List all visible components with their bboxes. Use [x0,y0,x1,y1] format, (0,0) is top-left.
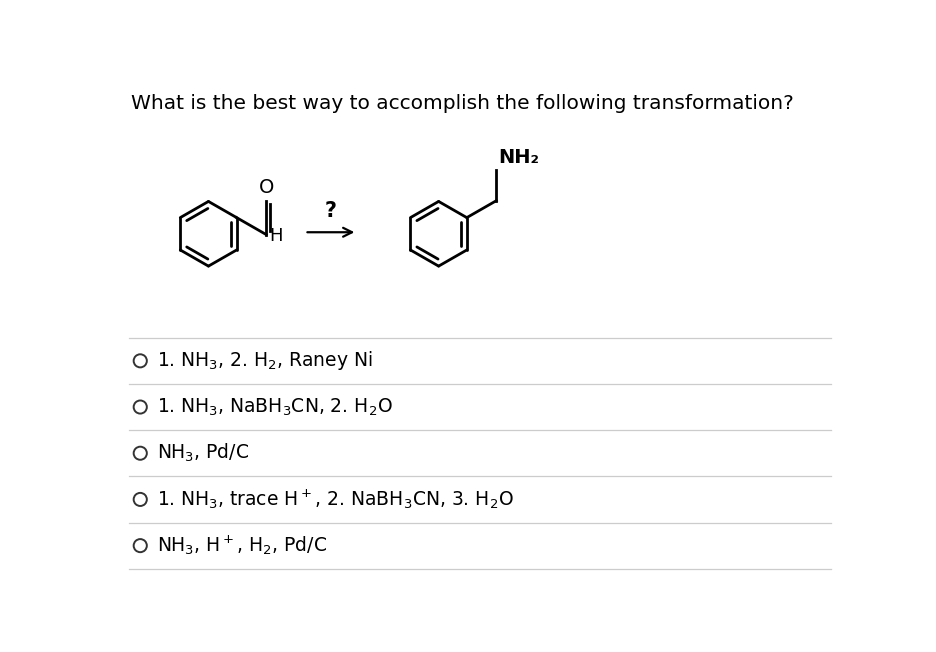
Text: NH$_3$, H$^+$, H$_2$, Pd/C: NH$_3$, H$^+$, H$_2$, Pd/C [157,534,328,557]
Text: What is the best way to accomplish the following transformation?: What is the best way to accomplish the f… [131,94,794,113]
Text: H: H [270,227,283,245]
Text: 1. NH$_3$, trace H$^+$, 2. NaBH$_3$CN, 3. H$_2$O: 1. NH$_3$, trace H$^+$, 2. NaBH$_3$CN, 3… [157,488,514,511]
Text: NH₂: NH₂ [498,148,539,167]
Text: ?: ? [325,201,337,220]
Text: NH$_3$, Pd/C: NH$_3$, Pd/C [157,442,249,464]
Text: O: O [258,178,274,197]
Text: 1. NH$_3$, 2. H$_2$, Raney Ni: 1. NH$_3$, 2. H$_2$, Raney Ni [157,349,373,372]
Text: 1. NH$_3$, NaBH$_3$CN, 2. H$_2$O: 1. NH$_3$, NaBH$_3$CN, 2. H$_2$O [157,396,393,418]
